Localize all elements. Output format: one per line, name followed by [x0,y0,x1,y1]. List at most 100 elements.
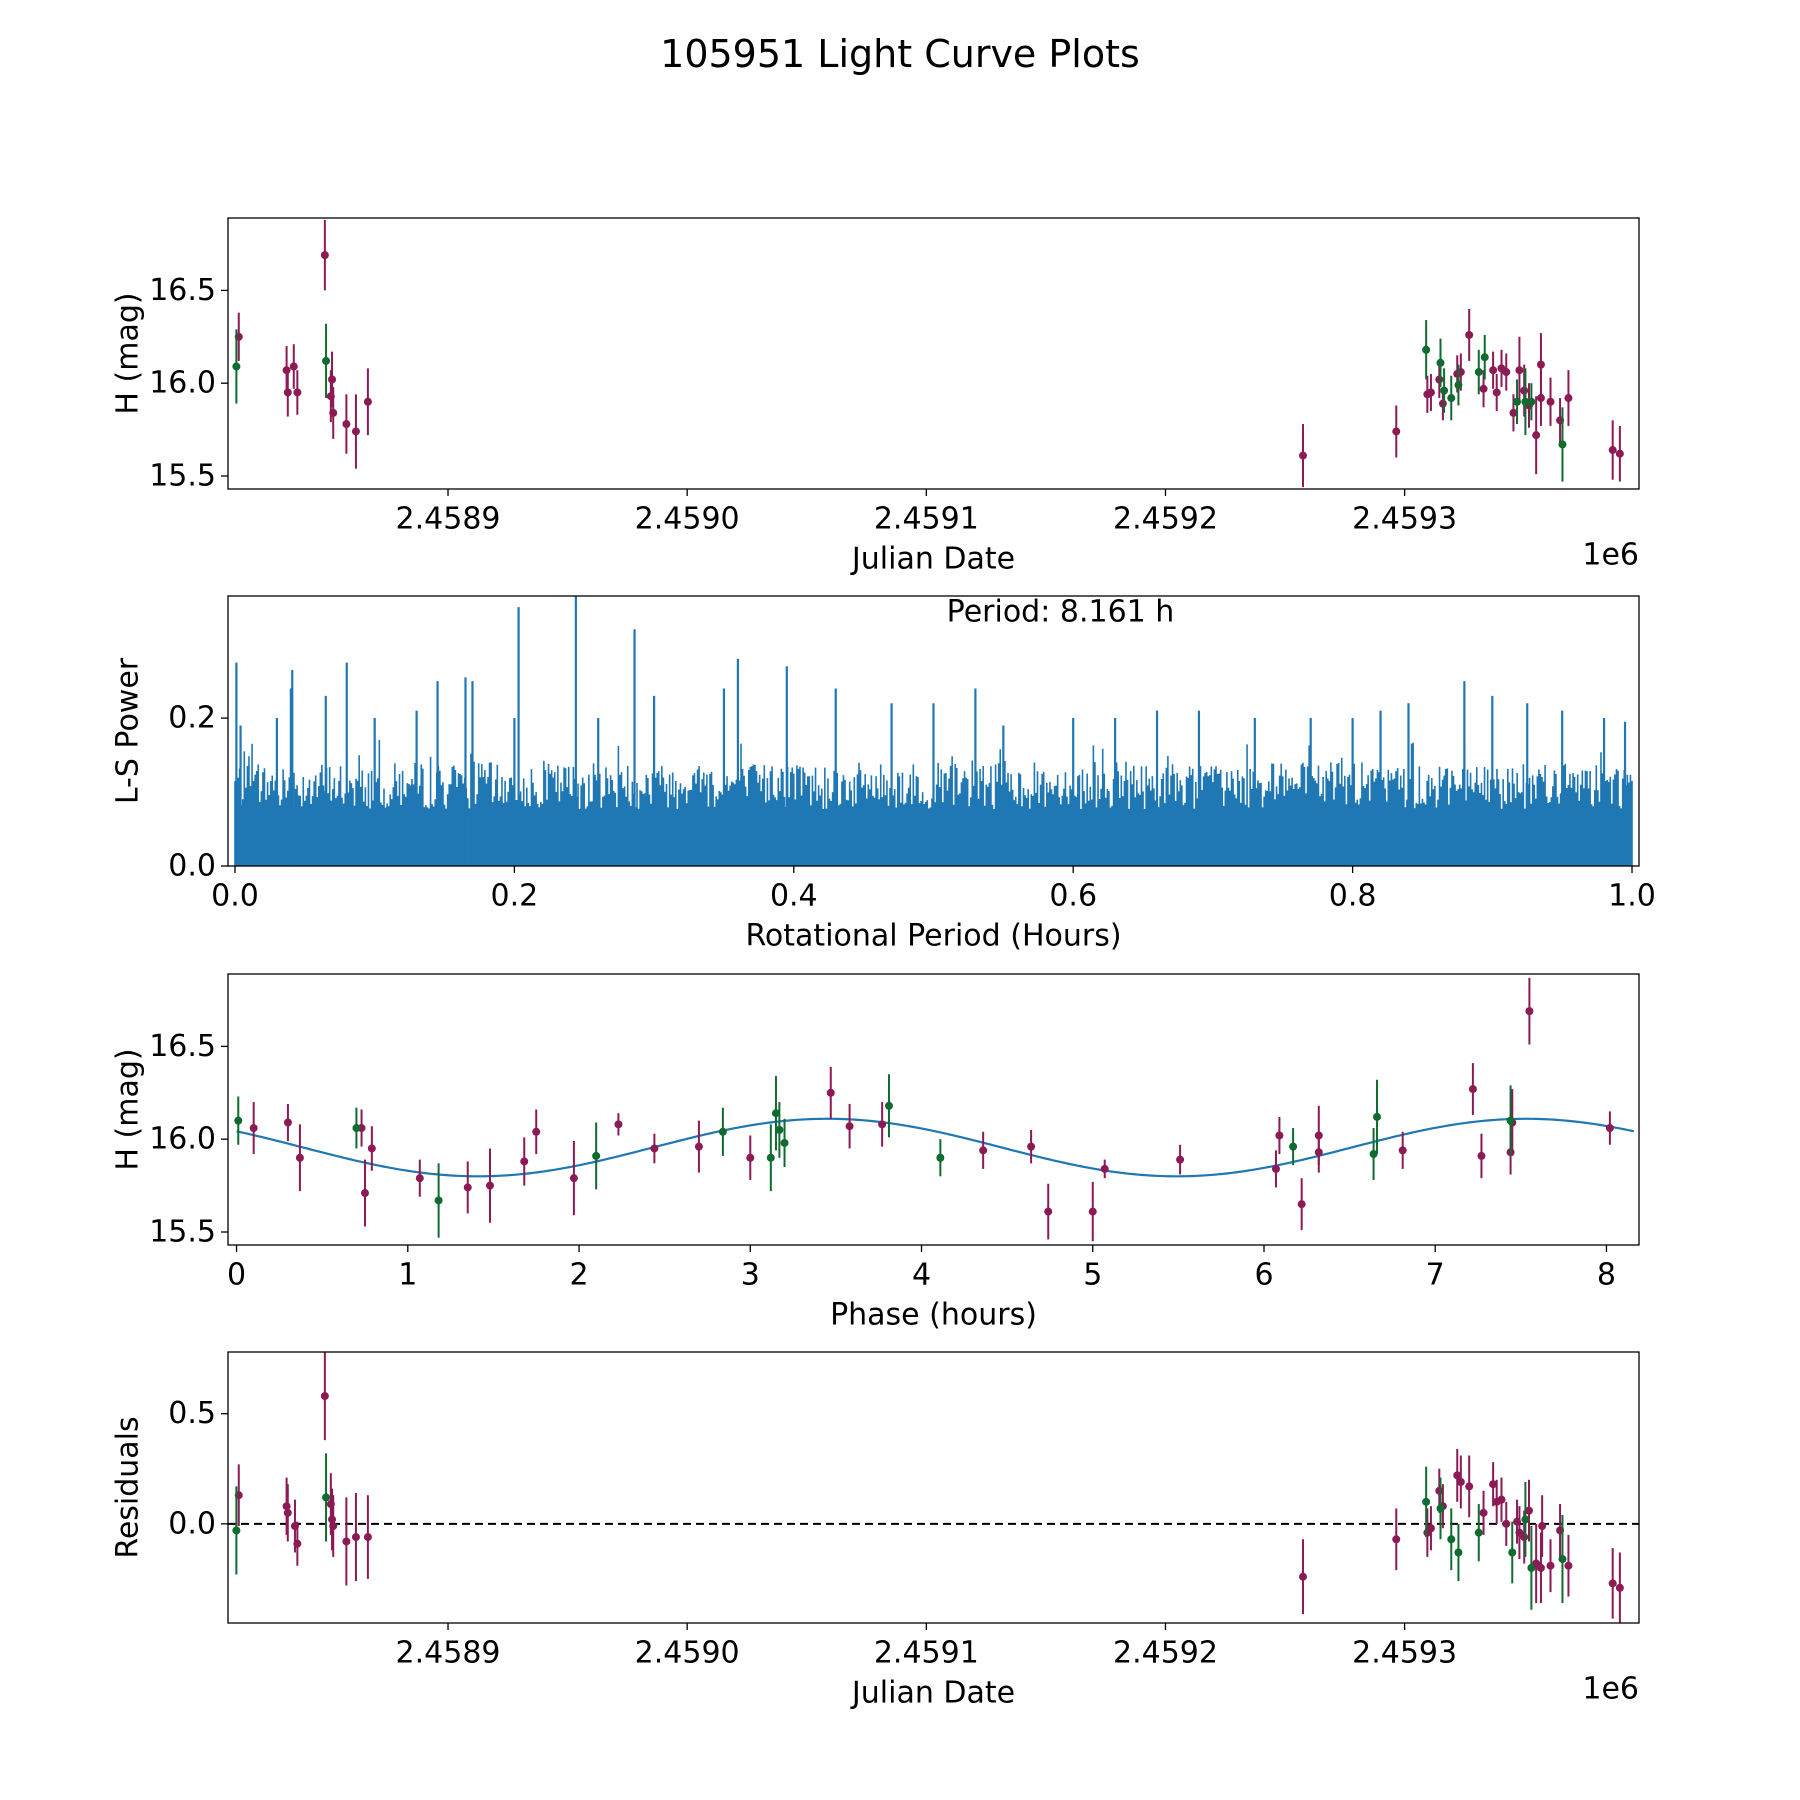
data-point [293,1539,302,1548]
data-point [532,1127,541,1136]
data-point [1608,1579,1617,1588]
data-point [1524,1506,1533,1515]
data-point [1492,388,1501,397]
x-tick-label: 0.6 [1049,879,1097,914]
data-point [1532,431,1541,440]
data-point [282,366,291,375]
data-point [463,1183,472,1192]
data-point [1447,394,1456,403]
data-point [520,1157,529,1166]
data-point [1100,1164,1109,1173]
x-tick-label: 2 [569,1258,588,1293]
data-point [1426,1524,1435,1533]
data-point [1435,375,1444,384]
x-axis-label: Julian Date [850,1676,1015,1711]
y-axis-label: Residuals [111,1416,146,1558]
data-point [1297,1200,1306,1209]
data-point [1275,1131,1284,1140]
x-tick-label: 3 [741,1258,760,1293]
y-tick-label: 16.5 [149,273,216,308]
data-point [1489,366,1498,375]
data-point [592,1151,601,1160]
x-tick-label: 2.4589 [396,502,501,537]
x-tick-label: 6 [1254,1258,1273,1293]
data-point [289,362,298,371]
x-offset-label: 1e6 [1582,538,1639,573]
x-tick-label: 2.4590 [635,502,740,537]
data-point [1289,1142,1298,1151]
data-point [351,427,360,436]
x-tick-label: 8 [1597,1258,1616,1293]
x-tick-label: 2.4592 [1113,1636,1218,1671]
data-point [283,1508,292,1517]
data-point [1422,345,1431,354]
y-axis-label: L-S Power [111,657,146,804]
data-point [1615,449,1624,458]
y-tick-label: 0.5 [168,1396,216,1431]
data-point [1546,1561,1555,1570]
data-point [1558,1555,1567,1564]
data-point [329,408,338,417]
y-tick-label: 0.2 [168,701,216,736]
data-point [1525,1007,1534,1016]
data-point [1176,1155,1185,1164]
x-tick-label: 1 [398,1258,417,1293]
data-point [322,1493,331,1502]
y-tick-label: 0.0 [168,1506,216,1541]
x-offset-label: 1e6 [1582,1672,1639,1707]
plot-area [228,1352,1639,1623]
data-point [1558,440,1567,449]
data-point [1468,1085,1477,1094]
data-point [1298,451,1307,460]
data-point [1521,1515,1530,1524]
data-point [367,1144,376,1153]
data-point [1605,1124,1614,1133]
x-tick-label: 0.4 [770,879,818,914]
data-point [1392,427,1401,436]
data-point [434,1196,443,1205]
data-point [363,1533,372,1542]
data-point [746,1153,755,1162]
x-tick-label: 0.0 [211,879,259,914]
x-tick-label: 2.4589 [396,1636,501,1671]
data-point [1271,1164,1280,1173]
plot-area [232,219,1624,488]
data-point [415,1174,424,1183]
data-point [1608,446,1617,455]
data-point [1456,1477,1465,1486]
data-point [293,388,302,397]
data-point [1398,1146,1407,1155]
data-point [1474,368,1483,377]
data-point [1497,1495,1506,1504]
x-tick-label: 2.4590 [635,1636,740,1671]
data-point [1438,399,1447,408]
data-point [352,1124,361,1133]
data-point [232,1526,241,1535]
data-point [1440,386,1449,395]
x-axis-label: Rotational Period (Hours) [745,919,1121,954]
data-point [485,1181,494,1190]
periodogram-trace [234,739,1633,866]
x-tick-label: 2.4593 [1352,1636,1457,1671]
data-point [1521,397,1530,406]
data-point [1615,1583,1624,1592]
data-point [1426,388,1435,397]
data-point [1465,330,1474,339]
period-annotation: Period: 8.161 h [947,595,1175,630]
data-point [283,1118,292,1127]
y-tick-label: 16.0 [149,366,216,401]
data-point [771,1109,780,1118]
phase-curve-panel: 0 1 2 3 4 5 6 7 8 15.5 16.0 16.5 Phase (hours) H (mag… [111,973,1640,1333]
data-point [979,1146,988,1155]
data-point [1479,1508,1488,1517]
data-point [1044,1207,1053,1216]
data-point [775,1125,784,1134]
data-point [363,397,372,406]
data-point [329,1522,338,1531]
axes-frame [227,1351,1640,1624]
data-point [1314,1148,1323,1157]
data-point [1515,366,1524,375]
data-point [1474,1528,1483,1537]
data-point [1508,1548,1517,1557]
